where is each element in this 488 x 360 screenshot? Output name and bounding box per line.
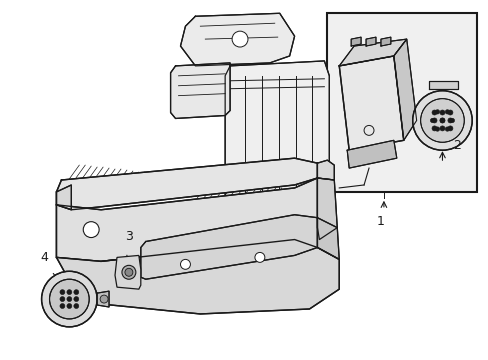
- Circle shape: [41, 271, 97, 327]
- Polygon shape: [317, 178, 337, 239]
- Circle shape: [124, 268, 133, 276]
- Circle shape: [254, 252, 264, 262]
- Polygon shape: [170, 63, 230, 118]
- Circle shape: [447, 110, 452, 115]
- Circle shape: [445, 127, 448, 131]
- Circle shape: [232, 31, 247, 47]
- Polygon shape: [56, 158, 317, 210]
- Circle shape: [67, 297, 72, 302]
- Circle shape: [431, 126, 436, 131]
- Polygon shape: [339, 39, 406, 66]
- Bar: [326, 13, 476, 192]
- Circle shape: [49, 279, 89, 319]
- Circle shape: [434, 110, 439, 114]
- Circle shape: [449, 118, 454, 123]
- Circle shape: [100, 295, 108, 303]
- Text: 2: 2: [452, 139, 460, 152]
- Polygon shape: [350, 37, 360, 46]
- Polygon shape: [393, 39, 416, 140]
- Circle shape: [67, 303, 72, 309]
- Polygon shape: [56, 185, 71, 210]
- Polygon shape: [180, 13, 294, 66]
- Circle shape: [74, 290, 79, 294]
- Circle shape: [439, 126, 444, 131]
- Polygon shape: [115, 255, 141, 289]
- Polygon shape: [97, 291, 109, 307]
- Circle shape: [431, 118, 436, 123]
- Polygon shape: [427, 81, 457, 89]
- Circle shape: [447, 126, 452, 131]
- Text: 3: 3: [125, 230, 133, 243]
- Circle shape: [60, 303, 65, 309]
- Polygon shape: [56, 178, 317, 261]
- Circle shape: [439, 118, 444, 123]
- Polygon shape: [56, 239, 339, 314]
- Circle shape: [180, 260, 190, 269]
- Polygon shape: [317, 160, 334, 180]
- Circle shape: [60, 290, 65, 294]
- Circle shape: [431, 110, 436, 115]
- Circle shape: [439, 110, 444, 115]
- Polygon shape: [141, 215, 317, 279]
- Circle shape: [412, 91, 471, 150]
- Circle shape: [83, 222, 99, 238]
- Text: 1: 1: [376, 215, 384, 228]
- Circle shape: [429, 118, 434, 123]
- Circle shape: [434, 127, 439, 131]
- Circle shape: [74, 297, 79, 302]
- Circle shape: [67, 290, 72, 294]
- Polygon shape: [366, 37, 375, 46]
- Circle shape: [439, 118, 444, 123]
- Polygon shape: [346, 140, 396, 168]
- Polygon shape: [339, 56, 403, 150]
- Circle shape: [445, 110, 448, 114]
- Polygon shape: [224, 61, 328, 210]
- Circle shape: [122, 265, 136, 279]
- Text: 4: 4: [41, 251, 48, 264]
- Circle shape: [74, 303, 79, 309]
- Circle shape: [447, 118, 452, 123]
- Circle shape: [60, 297, 65, 302]
- Polygon shape: [317, 218, 339, 260]
- Polygon shape: [380, 37, 390, 46]
- Circle shape: [420, 99, 463, 142]
